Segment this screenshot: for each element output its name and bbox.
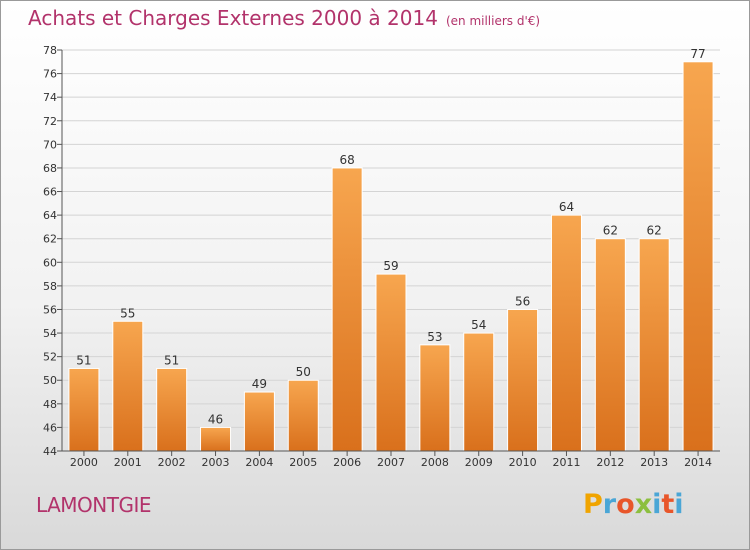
x-tick-label: 2003: [202, 456, 230, 469]
bar: [243, 391, 275, 452]
bar-value-label: 49: [252, 377, 267, 391]
y-tick-label: 64: [43, 209, 57, 222]
bar: [112, 320, 144, 452]
bar-value-label: 46: [208, 412, 223, 426]
y-tick-label: 50: [43, 374, 57, 387]
bars: 51 55 51 46 49 50 68 59 53 54 56 64 62 62 77: [68, 47, 714, 452]
logo-letter: x: [634, 489, 653, 520]
y-tick-label: 48: [43, 398, 57, 411]
x-tick-label: 2013: [640, 456, 668, 469]
logo-letter: P: [583, 489, 603, 520]
bar-value-label: 77: [690, 47, 705, 61]
bar-value-label: 54: [471, 318, 486, 332]
bar: [331, 167, 363, 452]
x-tick-label: 2011: [552, 456, 580, 469]
x-tick-label: 2009: [465, 456, 493, 469]
y-tick-label: 44: [43, 445, 57, 458]
bar: [638, 238, 670, 452]
bar-value-label: 51: [164, 353, 179, 367]
x-tick-label: 2006: [333, 456, 361, 469]
bar: [156, 367, 188, 452]
bar: [375, 273, 407, 452]
bar-value-label: 62: [647, 224, 662, 238]
y-tick-label: 74: [43, 91, 57, 104]
bar: [287, 379, 319, 452]
logo-letter: i: [674, 489, 684, 520]
chart-title: Achats et Charges Externes 2000 à 2014 (e…: [28, 6, 540, 30]
logo-letter: t: [661, 489, 675, 520]
bar: [463, 332, 495, 452]
y-tick-label: 66: [43, 186, 57, 199]
y-tick-label: 72: [43, 115, 57, 128]
y-tick-label: 60: [43, 256, 57, 269]
y-tick-label: 52: [43, 351, 57, 364]
bar: [419, 344, 451, 452]
bar-value-label: 68: [339, 153, 354, 167]
x-tick-label: 2004: [245, 456, 273, 469]
axes: 44 46 48 50 52 54 56 58 60 62 64 66 68 70 72 74 76 78 2000…: [43, 44, 720, 469]
x-tick-label: 2012: [596, 456, 624, 469]
x-tick-label: 2005: [289, 456, 317, 469]
bar-value-label: 55: [120, 306, 135, 320]
commune-name: LAMONTGIE: [36, 493, 152, 517]
y-tick-label: 70: [43, 138, 57, 151]
x-tick-label: 2002: [158, 456, 186, 469]
x-tick-label: 2001: [114, 456, 142, 469]
logo-letter: i: [652, 489, 662, 520]
logo-letter: o: [616, 489, 635, 520]
x-tick-label: 2000: [70, 456, 98, 469]
x-tick-label: 2008: [421, 456, 449, 469]
bar-value-label: 56: [515, 294, 530, 308]
bar-value-label: 50: [296, 365, 311, 379]
bar-value-label: 53: [427, 330, 442, 344]
bar-value-label: 62: [603, 224, 618, 238]
bar: [682, 61, 714, 452]
x-tick-label: 2007: [377, 456, 405, 469]
bar-value-label: 59: [383, 259, 398, 273]
bar: [507, 308, 539, 452]
bar: [200, 426, 232, 452]
x-tick-label: 2014: [684, 456, 712, 469]
bar: [550, 214, 582, 452]
y-tick-label: 62: [43, 233, 57, 246]
logo-letter: r: [602, 489, 617, 520]
bar: [594, 238, 626, 452]
bar-value-label: 64: [559, 200, 574, 214]
y-tick-label: 58: [43, 280, 57, 293]
y-tick-label: 68: [43, 162, 57, 175]
y-tick-label: 76: [43, 68, 57, 81]
proxiti-logo: Proxiti: [583, 489, 684, 520]
x-tick-label: 2010: [509, 456, 537, 469]
chart-title-text: Achats et Charges Externes 2000 à 2014: [28, 6, 438, 30]
y-tick-label: 54: [43, 327, 57, 340]
y-tick-label: 46: [43, 421, 57, 434]
bar: [68, 367, 100, 452]
y-tick-label: 56: [43, 303, 57, 316]
bar-value-label: 51: [76, 353, 91, 367]
y-tick-label: 78: [43, 44, 57, 57]
chart-subtitle: (en milliers d'€): [445, 14, 541, 28]
